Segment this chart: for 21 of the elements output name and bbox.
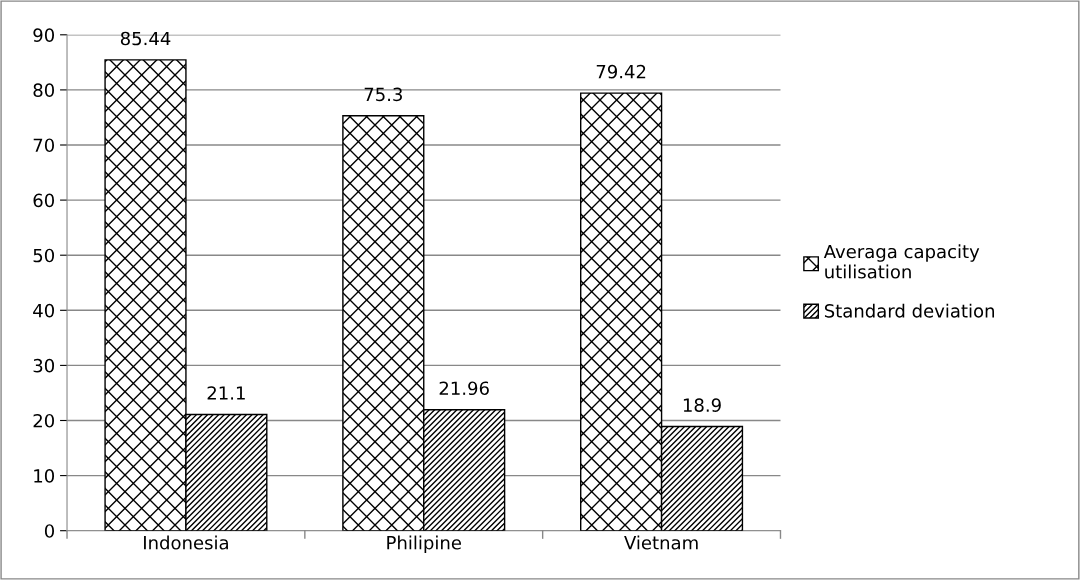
data-label: 18.9 bbox=[683, 398, 721, 412]
y-tick-label: 30 bbox=[33, 358, 55, 373]
data-label: 79.42 bbox=[596, 64, 646, 79]
y-tick-label: 70 bbox=[33, 138, 55, 153]
x-tick-label: Philipine bbox=[387, 535, 461, 554]
data-label: 21.96 bbox=[439, 381, 489, 396]
data-label: 21.1 bbox=[207, 386, 245, 400]
legend-label: Averaga capacity utilisation bbox=[823, 244, 980, 279]
y-tick-label: 40 bbox=[33, 303, 55, 318]
x-tick-label: Indonesia bbox=[144, 535, 228, 550]
y-tick-label: 10 bbox=[34, 469, 55, 483]
x-tick-label: Vietnam bbox=[624, 535, 698, 550]
y-tick-label: 80 bbox=[33, 83, 55, 98]
data-label: 75.3 bbox=[364, 87, 402, 102]
data-label: 85.44 bbox=[120, 31, 171, 46]
y-tick-label: 20 bbox=[33, 413, 55, 428]
legend-label: Standard deviation bbox=[824, 303, 994, 318]
y-tick-label: 0 bbox=[44, 524, 55, 538]
y-tick-label: 60 bbox=[33, 193, 55, 208]
y-tick-label: 90 bbox=[33, 28, 55, 42]
y-tick-label: 50 bbox=[33, 248, 55, 263]
